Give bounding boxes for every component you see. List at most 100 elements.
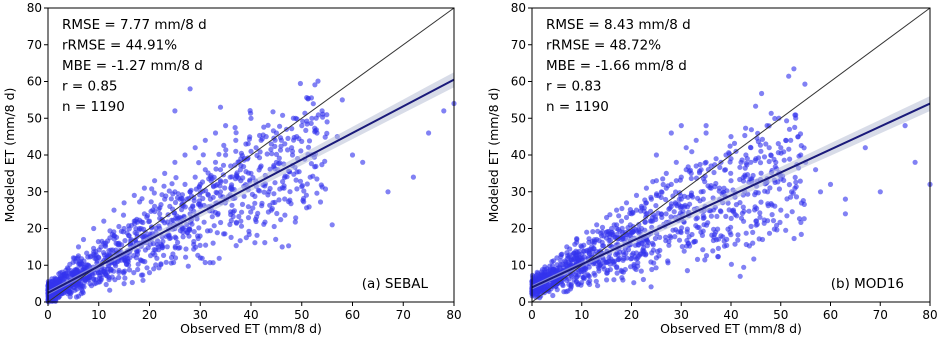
data-point [536,276,543,282]
data-point [211,184,217,190]
data-point [159,244,165,250]
data-point [694,215,701,221]
regression-line [47,78,455,294]
data-point [141,185,147,191]
data-point [303,127,309,133]
data-point [620,277,626,283]
data-point [214,230,220,236]
data-point [193,186,199,192]
data-point [289,126,295,132]
stats-text: MBE = -1.66 mm/8 d [546,58,687,74]
data-point [827,181,834,187]
x-tick-label: 40 [723,308,738,322]
data-point [580,274,586,281]
data-point [679,244,685,250]
data-point [748,223,754,229]
data-point [877,189,883,195]
data-point [277,123,283,129]
data-point [531,274,538,280]
data-point [300,118,306,124]
data-point [116,274,122,281]
data-point [757,214,763,220]
data-point [722,167,728,173]
data-point [138,272,145,278]
data-point [693,163,699,169]
data-point [558,258,564,264]
data-point [912,159,918,165]
data-point [63,273,69,279]
x-tick-label: 70 [873,308,888,322]
data-point [137,257,143,263]
data-point [595,283,601,289]
data-point [169,181,175,187]
data-point [108,247,114,253]
data-point [116,242,122,248]
y-tick-label: 20 [27,222,42,236]
data-point [146,219,152,225]
data-point [216,255,222,261]
data-point [742,132,748,139]
data-point [641,248,647,254]
data-point [635,242,641,248]
data-point [76,261,82,267]
data-point [762,188,768,194]
data-point [223,147,229,153]
data-point [604,229,610,235]
data-point [766,230,773,236]
y-tick-label: 10 [511,258,526,272]
x-tick-label: 50 [294,308,309,322]
data-point [700,215,706,221]
data-point [205,192,211,198]
data-point [180,234,186,240]
data-point [247,134,253,140]
data-point [252,200,258,206]
data-point [535,289,541,295]
data-point [172,255,179,261]
data-point [301,195,307,202]
stats-text: r = 0.85 [62,79,118,95]
data-point [711,231,718,238]
data-point [210,194,216,200]
data-point [426,130,432,136]
data-point [126,232,132,239]
data-point [304,205,310,211]
data-point [212,130,219,136]
data-point [702,160,708,166]
x-axis-label: Observed ET (mm/8 d) [180,321,322,336]
data-point [633,192,640,198]
data-point [154,255,160,261]
data-point [199,179,206,185]
data-point [276,160,282,167]
data-point [750,229,756,235]
data-point [213,166,219,172]
data-point [696,170,703,176]
data-point [686,168,692,174]
data-point [663,196,669,203]
data-point [259,136,265,142]
data-point [248,110,254,116]
data-point [775,141,781,147]
data-point [710,248,716,254]
data-point [673,159,679,165]
data-point [309,115,315,121]
data-point [671,209,677,215]
data-point [720,234,726,240]
data-point [304,118,310,124]
data-point [642,197,648,203]
data-point [632,254,638,260]
data-point [267,185,273,192]
data-point [685,241,692,247]
data-point [842,196,849,202]
data-point [742,165,748,171]
data-point [716,188,722,194]
data-point [611,222,617,228]
data-point [170,251,176,257]
data-point [211,223,217,229]
data-point [784,196,790,202]
data-point [567,246,573,252]
data-point [663,170,669,176]
data-point [795,134,801,140]
data-point [786,182,793,188]
data-point [802,81,808,87]
data-point [761,154,768,160]
